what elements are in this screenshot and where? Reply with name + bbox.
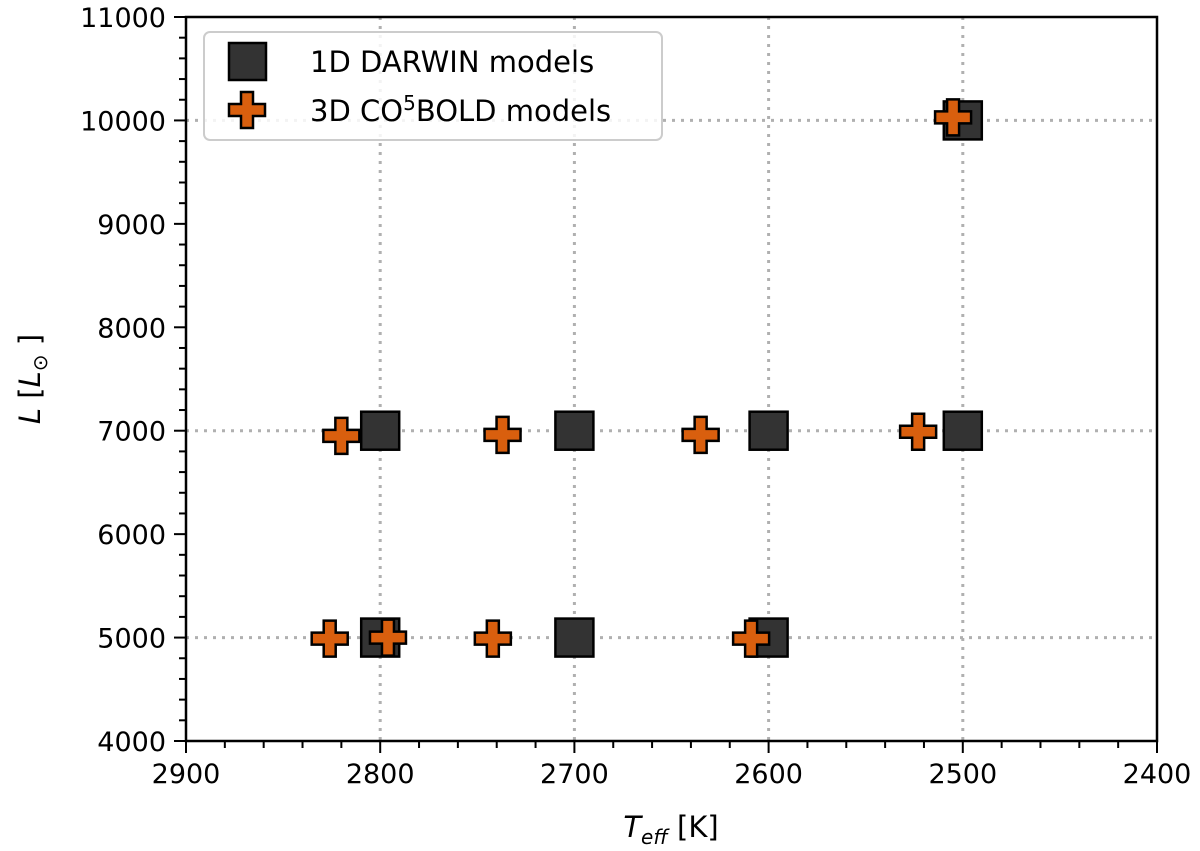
- co5bold-model-point: [731, 619, 771, 658]
- tick-labels: 2900 2800 2700 2600 2500 2400 4000 5000 6000 7000…: [80, 3, 1191, 790]
- legend-label-darwin: 1D DARWIN models: [310, 45, 594, 79]
- y-tick-label: 4000: [97, 727, 166, 758]
- darwin-model-point: [359, 410, 401, 451]
- x-tick-label: 2400: [1123, 759, 1192, 790]
- y-tick-label: 11000: [80, 3, 166, 34]
- y-tick-label: 10000: [80, 106, 166, 137]
- co5bold-model-point: [681, 415, 720, 455]
- legend-square-marker: [227, 41, 268, 82]
- plot-frame: [184, 15, 1159, 743]
- x-tick-label: 2700: [540, 759, 609, 790]
- co5bold-model-point: [310, 619, 349, 658]
- x-tick-label: 2800: [346, 759, 415, 790]
- darwin-model-point: [554, 410, 595, 451]
- co5bold-model-point: [322, 416, 361, 456]
- co5bold-model-point: [368, 618, 408, 657]
- legend: 1D DARWIN models 3D CO5BOLD models: [203, 31, 663, 141]
- y-tick-label: 8000: [97, 313, 166, 344]
- y-tick-label: 6000: [97, 520, 166, 551]
- darwin-model-point: [748, 410, 789, 451]
- x-tick-label: 2500: [928, 759, 997, 790]
- darwin-model-point: [942, 410, 984, 451]
- y-tick-label: 5000: [97, 624, 166, 655]
- co5bold-model-point: [898, 412, 938, 451]
- x-tick-label: 2600: [734, 759, 803, 790]
- x-tick-label: 2900: [152, 759, 221, 790]
- legend-label-co5bold: 3D CO5BOLD models: [310, 91, 611, 128]
- x-axis-label: Teff [K]: [623, 810, 718, 849]
- data-points: [310, 98, 984, 658]
- darwin-model-point: [554, 617, 595, 658]
- legend-box: [203, 31, 663, 141]
- co5bold-model-point: [933, 98, 973, 137]
- legend-plus-marker: [227, 90, 267, 130]
- y-axis-label: L [L⊙ ]: [13, 334, 52, 424]
- co5bold-model-point: [473, 619, 513, 658]
- co5bold-model-point: [483, 415, 522, 455]
- y-tick-label: 7000: [97, 417, 166, 448]
- y-tick-label: 9000: [97, 210, 166, 241]
